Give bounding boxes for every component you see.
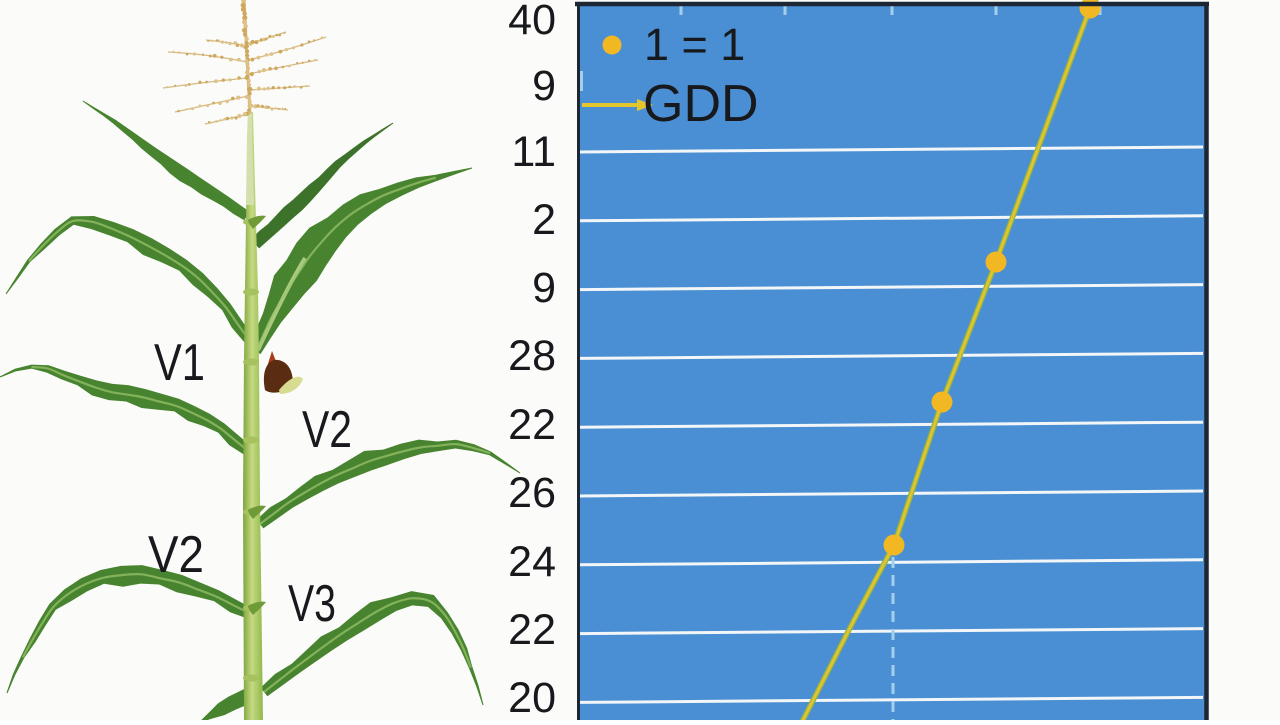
svg-text:20: 20 xyxy=(508,674,556,720)
svg-text:V1: V1 xyxy=(154,334,205,392)
svg-text:GDD: GDD xyxy=(643,75,759,133)
svg-text:V2: V2 xyxy=(148,526,204,584)
svg-text:9: 9 xyxy=(532,264,556,312)
svg-text:V3: V3 xyxy=(288,575,336,633)
svg-text:22: 22 xyxy=(508,401,556,449)
svg-text:11: 11 xyxy=(511,128,556,176)
svg-text:1 = 1: 1 = 1 xyxy=(644,19,745,70)
svg-text:26: 26 xyxy=(508,469,556,517)
svg-text:28: 28 xyxy=(508,332,556,380)
svg-text:40: 40 xyxy=(508,0,556,44)
svg-text:V2: V2 xyxy=(302,401,352,459)
svg-text:2: 2 xyxy=(532,196,556,244)
svg-text:22: 22 xyxy=(508,606,556,654)
svg-text:9: 9 xyxy=(532,62,556,110)
svg-text:24: 24 xyxy=(508,538,556,586)
